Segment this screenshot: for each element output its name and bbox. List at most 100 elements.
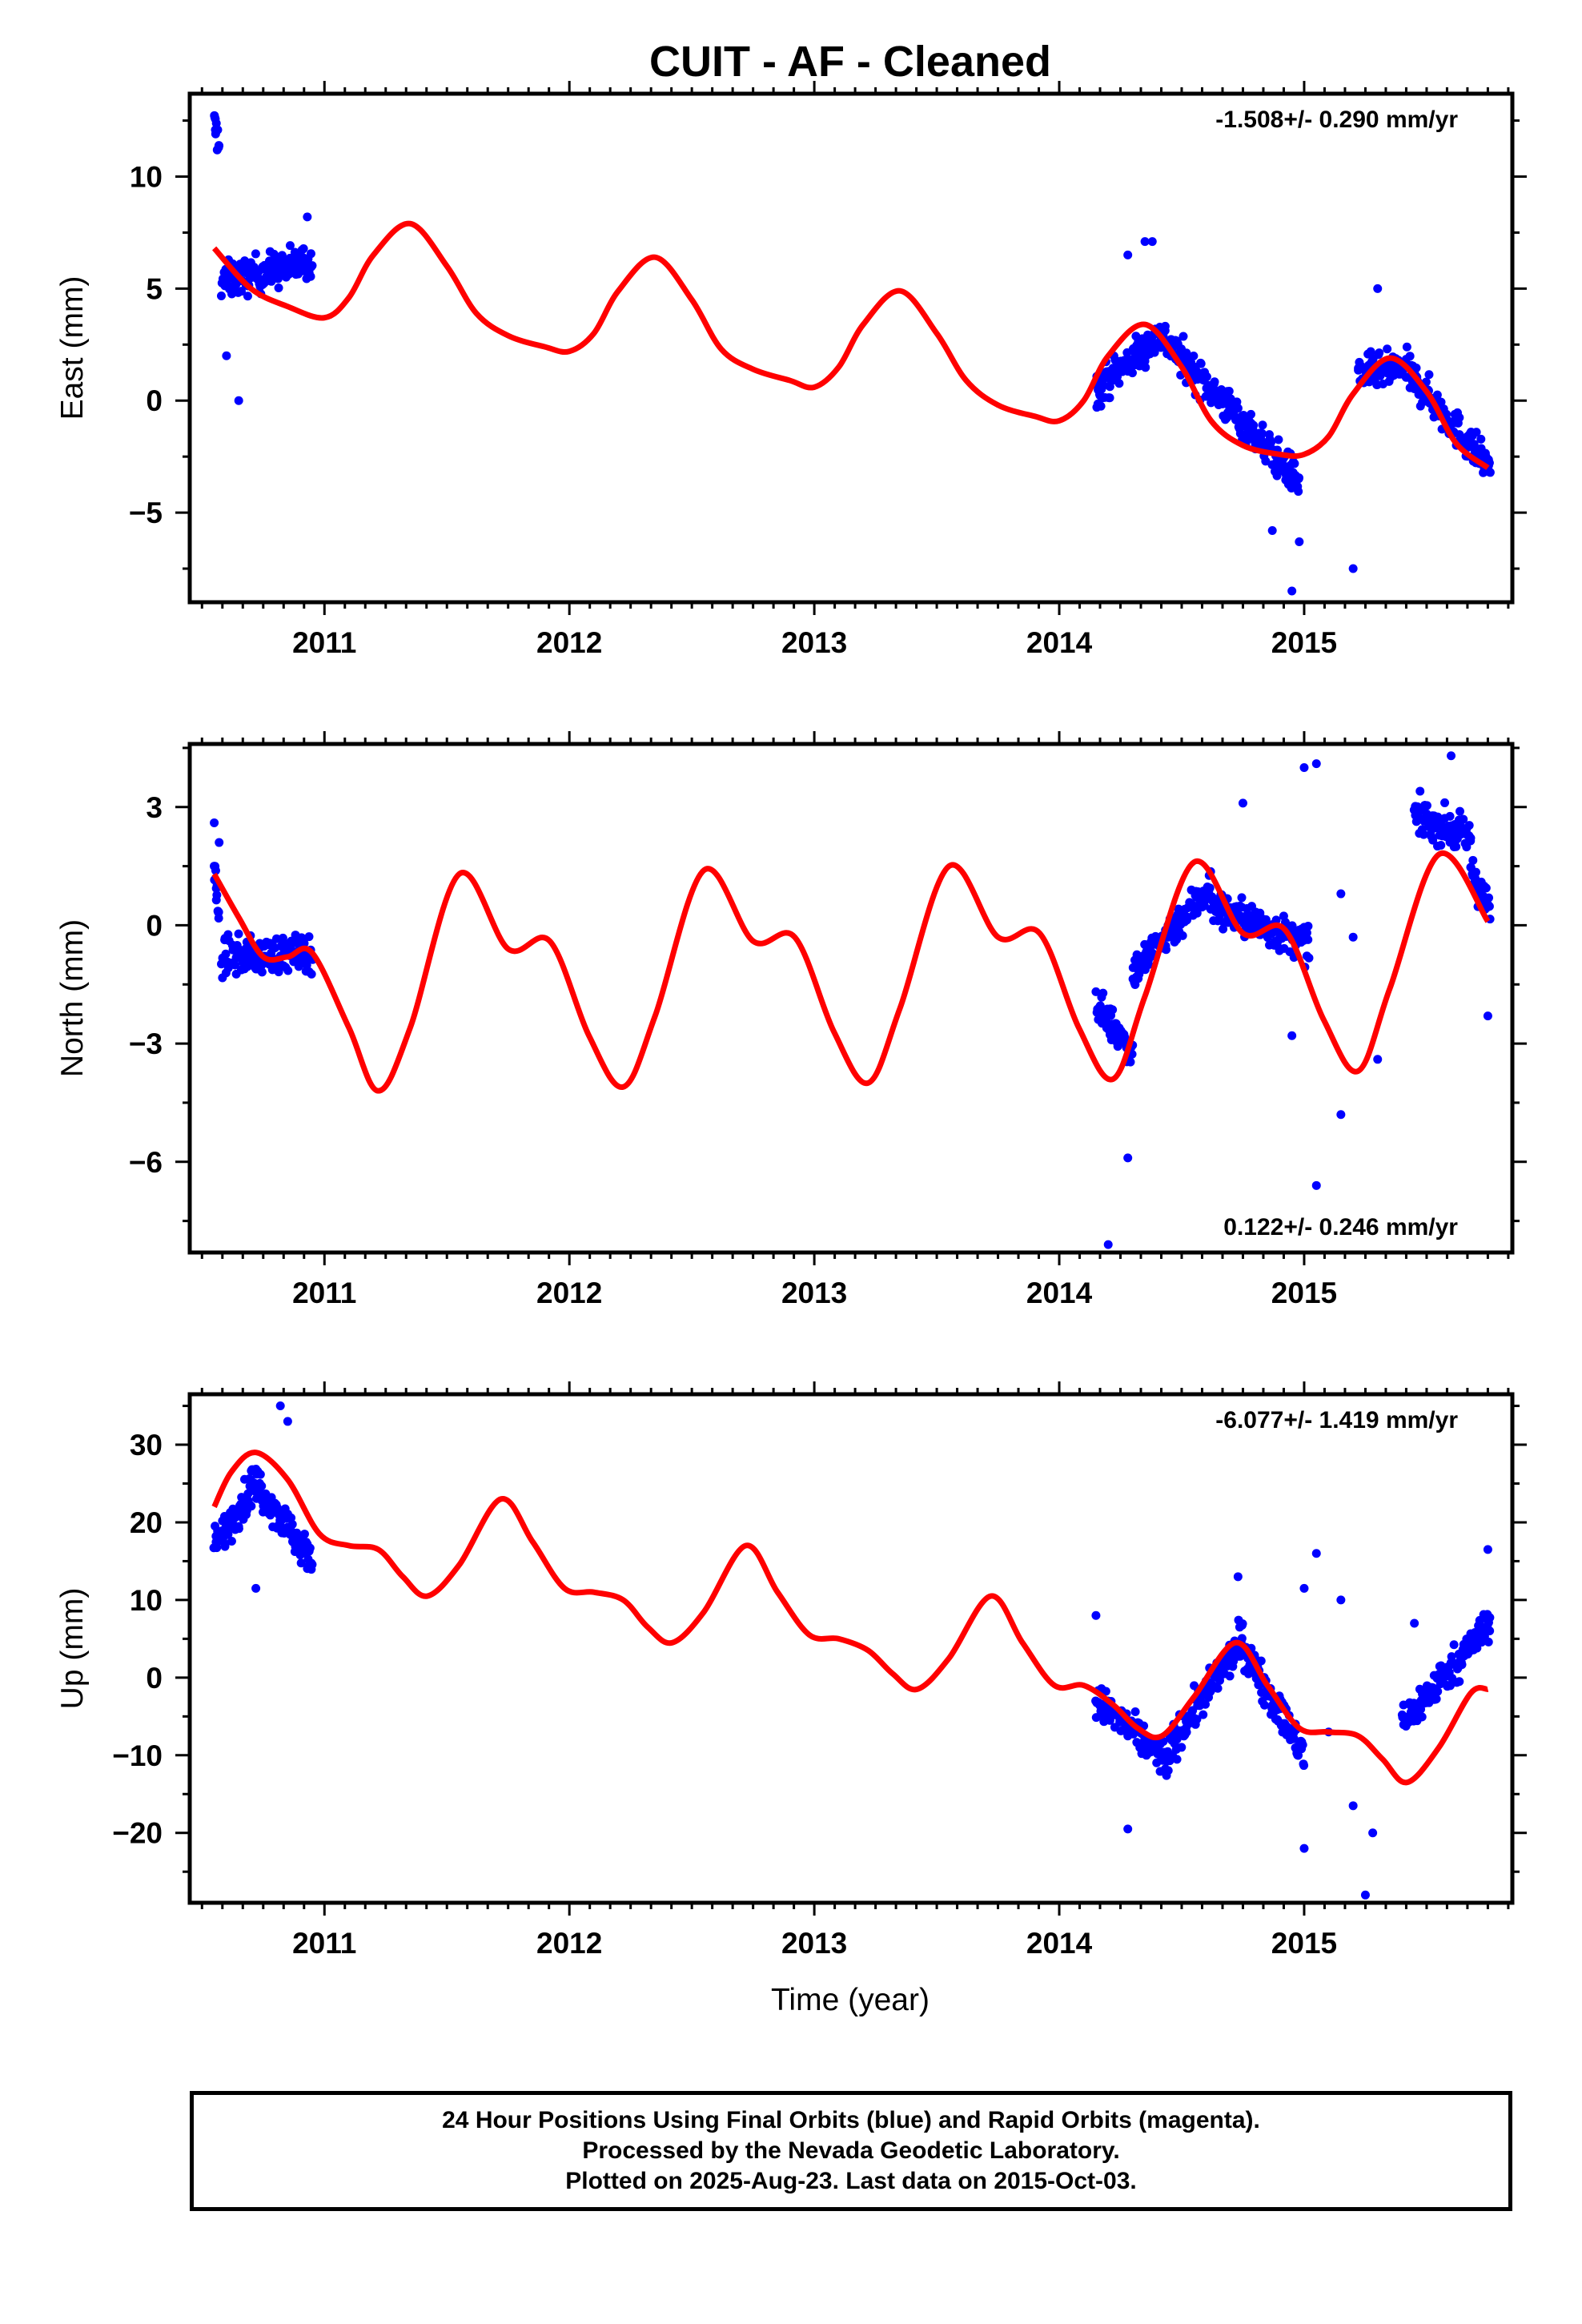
observation-point (1259, 1700, 1269, 1710)
x-tick-label: 2015 (1271, 1277, 1337, 1309)
y-tick-label: 0 (146, 1662, 163, 1695)
observation-point (1294, 487, 1303, 497)
observation-point (1424, 370, 1434, 380)
observation-point (1256, 1656, 1266, 1666)
footer-line-1: 24 Hour Positions Using Final Orbits (bl… (442, 2107, 1260, 2133)
observation-point (234, 396, 243, 405)
observation-point (1468, 855, 1478, 865)
observation-point (1126, 1057, 1135, 1067)
observation-point (1459, 814, 1468, 824)
observation-point (1096, 401, 1106, 411)
observation-point (1192, 908, 1202, 918)
up-plot-frame (187, 1392, 1515, 1905)
observation-point (1202, 372, 1211, 381)
observation-point (1160, 321, 1170, 331)
x-tick-label: 2012 (536, 1927, 602, 1960)
observation-point (1422, 801, 1431, 810)
observation-point (1466, 834, 1476, 843)
observation-point (1411, 363, 1421, 372)
observation-point (283, 966, 293, 975)
observation-point (251, 1583, 261, 1593)
observation-point (1210, 377, 1219, 387)
observation-point (1163, 1766, 1173, 1775)
observation-point (1304, 953, 1314, 963)
chart-title: CUIT - AF - Cleaned (649, 38, 1051, 86)
observation-point (1299, 1844, 1309, 1853)
observation-point (257, 1482, 267, 1491)
observation-point (1123, 250, 1133, 259)
observation-point (214, 907, 223, 917)
observation-point (1303, 922, 1313, 931)
observation-point (299, 243, 308, 253)
observation-point (1130, 1707, 1140, 1716)
observation-point (247, 1502, 256, 1511)
observation-point (1373, 1055, 1383, 1064)
observation-point (1298, 1740, 1307, 1750)
north-y-axis-label: North (mm) (55, 919, 90, 1077)
observation-point (1469, 440, 1479, 449)
east-rate-label: -1.508+/- 0.290 mm/yr (1215, 107, 1458, 133)
observation-point (299, 939, 309, 948)
observation-point (274, 283, 283, 292)
x-tick-label: 2011 (292, 1927, 356, 1960)
observation-point (1134, 969, 1144, 979)
x-axis-label: Time (year) (771, 1983, 930, 2017)
observation-point (1433, 1687, 1443, 1696)
observation-point (1098, 988, 1108, 998)
observation-point (306, 271, 315, 281)
observation-point (1237, 893, 1247, 903)
observation-point (1485, 1626, 1495, 1636)
observation-point (1199, 1710, 1208, 1719)
observation-point (1189, 352, 1199, 361)
observation-point (1447, 751, 1456, 761)
observation-point (1178, 332, 1188, 341)
observation-point (1123, 1824, 1133, 1834)
observation-point (1432, 390, 1442, 400)
observation-point (1311, 1549, 1321, 1558)
x-tick-label: 2013 (781, 1277, 847, 1309)
observation-point (1336, 1110, 1346, 1120)
observation-point (215, 141, 224, 151)
observation-point (1215, 1675, 1225, 1685)
observation-point (1249, 420, 1259, 430)
observation-point (1464, 821, 1474, 830)
east-observation-points (210, 111, 1495, 596)
observation-point (1472, 428, 1481, 437)
observation-point (1287, 921, 1297, 931)
observation-point (1177, 1743, 1186, 1752)
north-plot-frame (187, 742, 1515, 1255)
observation-point (1201, 1699, 1211, 1709)
observation-point (1238, 1619, 1247, 1629)
observation-point (1373, 283, 1383, 293)
observation-point (257, 967, 267, 977)
observation-point (1472, 867, 1481, 877)
observation-point (1172, 1755, 1182, 1764)
x-tick-label: 2015 (1271, 1927, 1337, 1960)
observation-point (1481, 883, 1491, 893)
observation-point (1455, 1677, 1464, 1687)
observation-point (287, 1519, 297, 1529)
observation-point (1196, 359, 1206, 368)
observation-point (285, 241, 295, 251)
observation-point (1455, 413, 1464, 423)
observation-point (1267, 525, 1277, 535)
y-tick-label: 0 (146, 384, 163, 417)
y-tick-label: −6 (129, 1146, 163, 1179)
east-plot-frame (187, 91, 1515, 605)
observation-point (1258, 428, 1267, 438)
observation-point (306, 249, 315, 259)
observation-point (1205, 883, 1215, 893)
up-rate-label: -6.077+/- 1.419 mm/yr (1215, 1407, 1458, 1433)
observation-point (215, 838, 224, 847)
observation-point (212, 891, 222, 900)
observation-point (1348, 932, 1358, 942)
x-tick-label: 2014 (1026, 1927, 1093, 1960)
up-y-axis-label: Up (mm) (55, 1588, 90, 1710)
up-panel: 2011 2012 2013 2014 2015 −20 −10 0 10 20 30 Up (mm)… (55, 1381, 1527, 1960)
y-tick-label: −20 (112, 1817, 163, 1850)
observation-point (1383, 344, 1392, 354)
x-tick-label: 2013 (781, 1927, 847, 1960)
observation-point (1258, 420, 1267, 430)
observation-point (1144, 960, 1154, 970)
observation-point (1348, 1801, 1358, 1811)
